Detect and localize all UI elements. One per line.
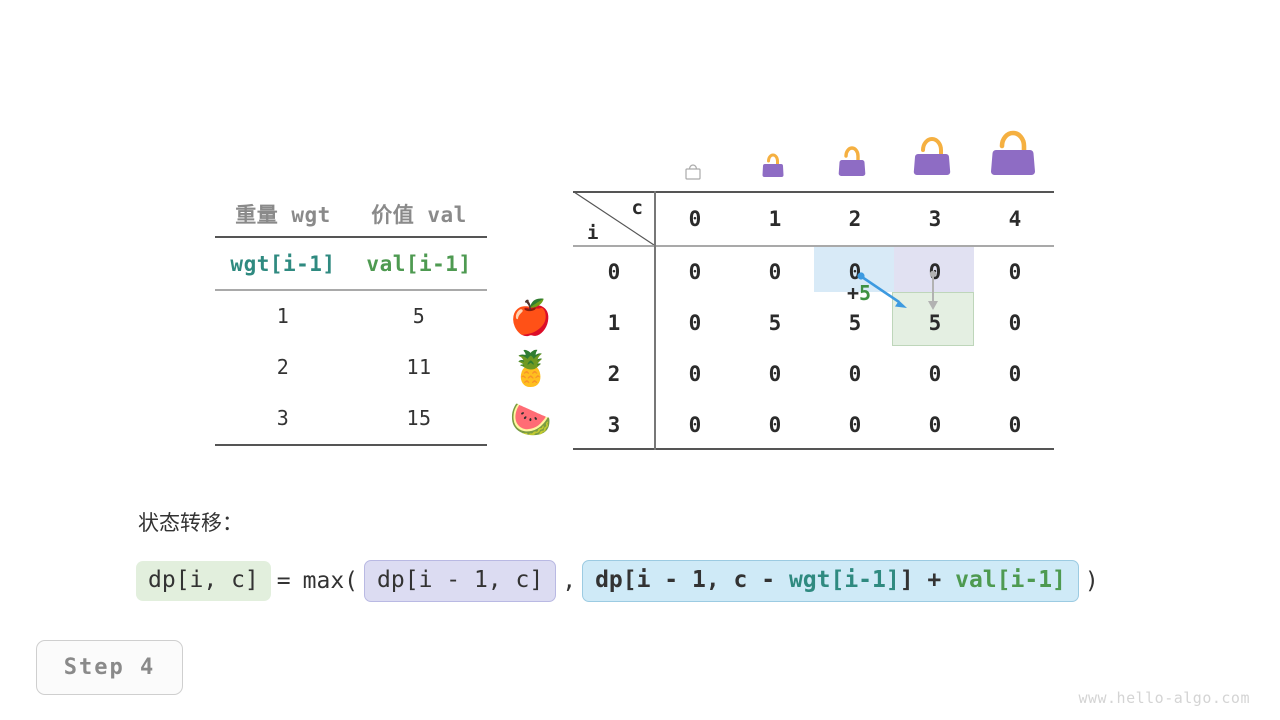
dp-row: 3 0 0 0 0 0	[573, 399, 1055, 450]
dp-col-header-0: 0	[688, 206, 702, 231]
step-badge: Step 4	[36, 640, 183, 695]
dp-row-header-2: 2	[607, 361, 621, 386]
items-header-value: 价值 val	[371, 203, 467, 227]
item-value-2: 11	[406, 355, 432, 379]
dp-top-rule	[573, 191, 1054, 193]
dp-cell-0-4: 0	[1008, 259, 1022, 284]
dp-cell-1-2: 5	[848, 310, 862, 335]
item-value-1: 5	[412, 304, 426, 328]
dp-header-rule	[573, 245, 1054, 247]
watermelon-emoji: 🍉	[509, 400, 553, 440]
formula-take-prefix: dp[i - 1, c -	[595, 567, 789, 593]
dp-cell-2-4: 0	[1008, 361, 1022, 386]
dp-header-row: c i 0 1 2 3 4	[573, 191, 1055, 246]
dp-cell-2-1: 0	[768, 361, 782, 386]
gain-amount: 5	[859, 281, 872, 305]
dp-cell-1-1: 5	[768, 310, 782, 335]
items-table-row: 2 11	[215, 342, 487, 393]
bag-size-4-icon	[991, 130, 1035, 175]
dp-cell-2-0: 0	[688, 361, 702, 386]
items-table-header-row: 重量 wgt 价值 val	[215, 192, 487, 236]
formula-close-paren: )	[1084, 568, 1099, 594]
dp-axis-label-i: i	[587, 222, 599, 244]
gain-plus-sign: +	[847, 281, 860, 305]
dp-row-header-3: 3	[607, 412, 621, 437]
item-weight-1: 1	[276, 304, 290, 328]
dp-col-header-2: 2	[848, 206, 862, 231]
dp-axis-label-c: c	[631, 197, 643, 219]
dp-cell-3-4: 0	[1008, 412, 1022, 437]
dp-cell-2-3: 0	[928, 361, 942, 386]
bag-size-0-icon	[685, 164, 701, 180]
items-table: 重量 wgt 价值 val wgt[i-1] val[i-1] 1 5 2 11…	[215, 190, 487, 446]
dp-row-header-1: 1	[607, 310, 621, 335]
formula-lhs: dp[i, c]	[136, 561, 271, 601]
items-table-row: 1 5	[215, 291, 487, 342]
formula-option-no-take: dp[i - 1, c]	[364, 560, 557, 602]
dp-grid: c i 0 1 2 3 4 0 0 0 0 0 0 1 0 5 5 5 0 2 …	[573, 191, 1055, 450]
formula-take-middle: ] +	[899, 567, 956, 593]
dp-cell-1-3: 5	[928, 310, 942, 335]
items-table-rule-1	[215, 236, 487, 238]
arrow-no-take-icon	[928, 270, 938, 310]
transition-label: 状态转移：	[138, 511, 243, 535]
dp-col-header-3: 3	[928, 206, 942, 231]
formula-take-val: val[i-1]	[955, 567, 1066, 593]
dp-row-header-0: 0	[607, 259, 621, 284]
dp-col-header-4: 4	[1008, 206, 1022, 231]
items-header-weight: 重量 wgt	[235, 203, 331, 227]
dp-cell-3-2: 0	[848, 412, 862, 437]
bag-size-3-icon	[913, 137, 951, 175]
dp-cell-3-3: 0	[928, 412, 942, 437]
dp-row: 2 0 0 0 0 0	[573, 348, 1055, 399]
formula-take-wgt: wgt[i-1]	[788, 567, 900, 593]
formula-max: max(	[302, 568, 359, 594]
item-weight-3: 3	[276, 406, 290, 430]
items-table-row: 3 15	[215, 393, 487, 444]
dp-index-column-divider	[654, 191, 656, 450]
dp-col-header-1: 1	[768, 206, 782, 231]
dp-cell-1-4: 0	[1008, 310, 1022, 335]
bag-size-2-icon	[838, 146, 866, 176]
dp-corner-cell: c i	[573, 191, 655, 246]
dp-cell-3-0: 0	[688, 412, 702, 437]
items-table-bottom-rule	[215, 443, 487, 446]
dp-cell-0-0: 0	[688, 259, 702, 284]
transition-formula: dp[i, c] = max( dp[i - 1, c] , dp[i - 1,…	[136, 560, 1105, 602]
dp-cell-1-0: 0	[688, 310, 702, 335]
pineapple-emoji: 🍍	[509, 349, 553, 389]
formula-equals: =	[276, 568, 291, 594]
arrows-overlay	[857, 270, 938, 310]
items-subheader-val: val[i-1]	[366, 251, 472, 276]
bag-size-1-icon	[762, 153, 784, 177]
dp-cell-2-2: 0	[848, 361, 862, 386]
formula-option-take: dp[i - 1, c - wgt[i-1]] + val[i-1]	[582, 560, 1079, 602]
gain-annotation: +5	[847, 281, 871, 305]
apple-emoji: 🍎	[509, 298, 553, 338]
dp-row: 0 0 0 0 0 0	[573, 246, 1055, 297]
watermark: www.hello-algo.com	[1078, 689, 1250, 707]
dp-cell-3-1: 0	[768, 412, 782, 437]
dp-row: 1 0 5 5 5 0	[573, 297, 1055, 348]
item-weight-2: 2	[276, 355, 290, 379]
items-table-subheader-row: wgt[i-1] val[i-1]	[215, 238, 487, 289]
item-value-3: 15	[406, 406, 432, 430]
dp-table: c i 0 1 2 3 4 0 0 0 0 0 0 1 0 5 5 5 0 2 …	[573, 191, 1055, 450]
dp-cell-0-1: 0	[768, 259, 782, 284]
items-table-rule-2	[215, 289, 487, 291]
arrow-take-icon	[857, 272, 907, 308]
dp-bottom-rule	[573, 448, 1054, 450]
dp-cell-0-3: 0	[928, 259, 942, 284]
items-subheader-wgt: wgt[i-1]	[230, 251, 336, 276]
formula-comma: ,	[562, 568, 577, 594]
